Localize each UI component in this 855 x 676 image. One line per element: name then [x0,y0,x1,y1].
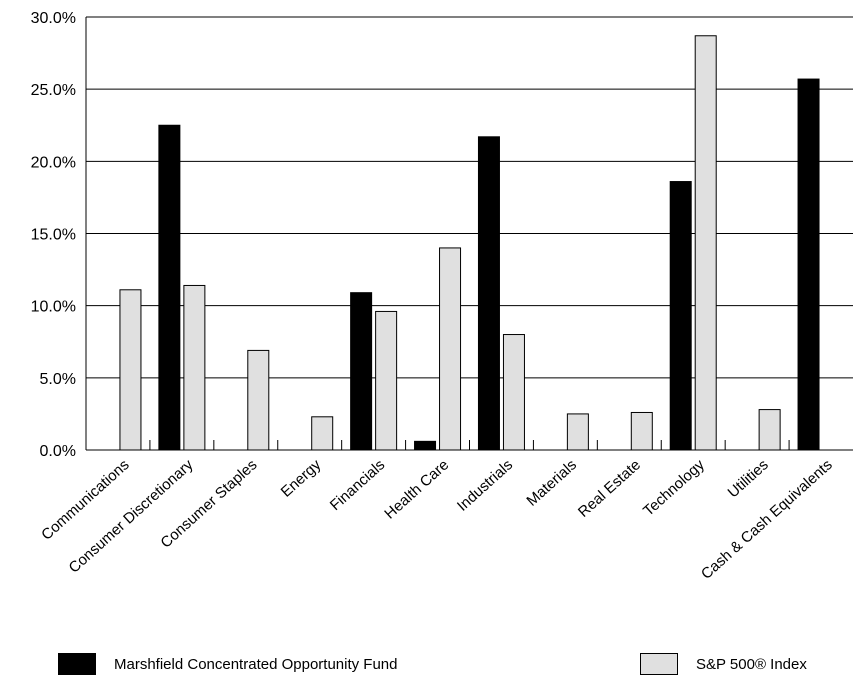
bar-index [375,310,398,451]
y-tick-label: 25.0% [31,82,76,99]
bar-fund [669,181,692,451]
bar-fund [414,440,437,451]
legend-item-index: S&P 500® Index [640,652,807,676]
x-category-label: Consumer Discretionary [66,456,197,577]
bar-index [630,411,653,451]
y-tick-label: 15.0% [31,227,76,244]
y-tick-label: 10.0% [31,299,76,316]
bar-fund [158,124,181,451]
bar-index [439,247,462,451]
y-tick-label: 5.0% [40,371,76,388]
bars [119,35,820,451]
axes [85,17,853,451]
gridlines [86,16,853,379]
legend-label-index: S&P 500® Index [696,655,807,673]
y-tick-label: 20.0% [31,154,76,171]
bar-index [183,284,206,451]
x-category-label: Real Estate [575,456,644,521]
x-category-label: Energy [278,456,325,501]
x-category-label: Financials [327,456,389,514]
bar-index [119,289,142,451]
bar-index [694,35,717,451]
bar-fund [797,78,820,451]
bar-index [502,334,525,451]
bar-index [758,409,781,451]
bar-index [247,349,270,451]
y-tick-label: 30.0% [31,10,76,27]
y-axis-tick-labels: 0.0% 5.0% 10.0% 15.0% 20.0% 25.0% 30.0% [31,10,76,460]
legend-label-fund: Marshfield Concentrated Opportunity Fund [114,655,398,673]
legend-swatch-index [640,653,678,675]
bar-index [311,416,334,451]
x-category-label: Industrials [454,456,516,514]
x-category-label: Technology [640,456,708,520]
x-category-label: Utilities [724,456,771,501]
x-category-label: Cash & Cash Equivalents [698,456,836,582]
bar-index [566,413,589,451]
x-category-label: Materials [523,456,580,509]
y-tick-label: 0.0% [40,443,76,460]
bar-fund [350,292,373,451]
legend-item-fund: Marshfield Concentrated Opportunity Fund [58,652,397,676]
x-category-label: Health Care [381,456,452,522]
legend-swatch-fund [58,653,96,675]
bar-fund [477,136,500,451]
